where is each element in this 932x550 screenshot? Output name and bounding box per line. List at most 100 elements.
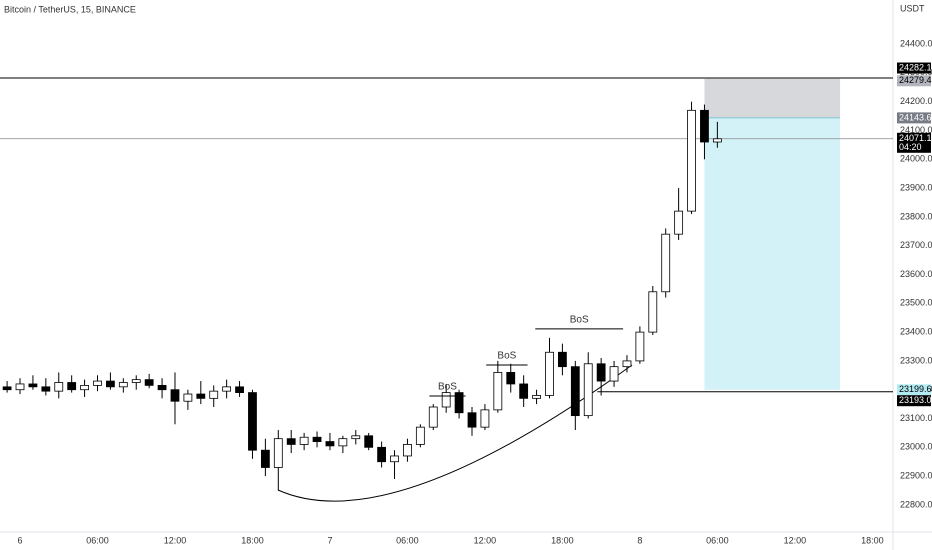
bos-label: BoS xyxy=(438,382,457,393)
candle-body xyxy=(648,291,658,333)
entry-price-label: 24143.69 xyxy=(899,112,932,122)
candle-body xyxy=(93,380,102,386)
stop-price-label: 24279.47 xyxy=(899,75,932,85)
y-tick-label: 23400.00 xyxy=(900,326,932,336)
candle-body xyxy=(41,386,51,392)
candle-body xyxy=(570,366,580,417)
x-tick-label: 12:00 xyxy=(474,535,497,545)
candle-body xyxy=(454,392,464,414)
candle-body xyxy=(364,435,374,448)
candle-body xyxy=(183,393,193,402)
y-tick-label: 23800.00 xyxy=(900,211,932,221)
candle-body xyxy=(15,383,25,391)
candle-body xyxy=(506,372,516,385)
stop-zone xyxy=(704,78,841,118)
candle-body xyxy=(700,109,709,143)
candle-body xyxy=(519,383,529,399)
candle-body xyxy=(248,392,257,451)
rounding-curve xyxy=(277,364,633,502)
currency-label: USDT xyxy=(900,3,925,13)
candle-body xyxy=(712,138,722,143)
bos-label: BoS xyxy=(570,315,589,326)
candle-body xyxy=(415,426,425,445)
candle-body xyxy=(80,384,89,391)
candle-body xyxy=(144,379,154,386)
y-tick-label: 23000.00 xyxy=(900,442,932,452)
x-tick-label: 12:00 xyxy=(164,535,187,545)
y-tick-label: 23700.00 xyxy=(900,240,932,250)
candle-body xyxy=(545,351,554,396)
bos-label: BoS xyxy=(497,351,516,362)
candle-body xyxy=(299,436,309,445)
y-tick-label: 24000.00 xyxy=(900,154,932,164)
candle-body xyxy=(674,210,684,235)
target-price-label-bg xyxy=(897,384,931,396)
y-tick-label: 23500.00 xyxy=(900,298,932,308)
y-tick-label: 22900.00 xyxy=(900,470,932,480)
x-tick-label: 06:00 xyxy=(86,535,109,545)
candle-body xyxy=(170,389,180,402)
countdown-label: 04:20 xyxy=(899,142,922,152)
y-tick-label: 23100.00 xyxy=(900,413,932,423)
stop-price-label-bg xyxy=(897,75,931,87)
x-tick-label: 7 xyxy=(327,535,332,545)
candle-body xyxy=(661,233,671,293)
candle-body xyxy=(131,379,141,383)
candle-body xyxy=(480,409,490,428)
candle-body xyxy=(532,395,541,399)
candle-body xyxy=(467,412,477,428)
candle-body xyxy=(222,386,232,392)
y-tick-label: 23600.00 xyxy=(900,269,932,279)
candle-body xyxy=(583,363,593,417)
candle-body xyxy=(157,384,167,391)
x-tick-label: 06:00 xyxy=(396,535,419,545)
y-tick-label: 24100.00 xyxy=(900,125,932,135)
candle-body xyxy=(28,383,38,388)
line-price-label: 23193.08 xyxy=(899,395,932,405)
candle-body xyxy=(260,449,270,468)
candle-body xyxy=(493,372,503,411)
candle-body xyxy=(351,435,361,440)
candle-body xyxy=(338,438,348,447)
last-price-label: 24071.16 xyxy=(899,133,932,143)
y-tick-label: 22800.00 xyxy=(900,499,932,509)
line-price-label: 24282.14 xyxy=(899,62,932,72)
candle-body xyxy=(441,392,451,408)
x-tick-label: 12:00 xyxy=(784,535,807,545)
x-tick-label: 18:00 xyxy=(551,535,574,545)
last-price-bg xyxy=(897,132,931,153)
y-tick-label: 23300.00 xyxy=(900,355,932,365)
candle-body xyxy=(325,441,335,447)
y-tick-label: 23900.00 xyxy=(900,182,932,192)
candle-body xyxy=(377,446,387,463)
chart-title: Bitcoin / TetherUS, 15, BINANCE xyxy=(4,4,136,14)
target-zone xyxy=(704,117,841,390)
y-tick-label: 24400.00 xyxy=(900,38,932,48)
candle-body xyxy=(609,366,619,382)
candle-body xyxy=(558,351,567,368)
candle-body xyxy=(428,406,438,428)
candle-body xyxy=(390,455,399,463)
candle-body xyxy=(67,382,77,391)
candle-body xyxy=(118,382,128,388)
candle-body xyxy=(54,382,64,392)
target-price-label: 23199.67 xyxy=(899,384,932,394)
candle-body xyxy=(286,438,296,445)
candle-body xyxy=(687,109,696,212)
line-price-label-bg xyxy=(897,62,931,74)
candle-body xyxy=(209,390,219,399)
candle-body xyxy=(596,363,606,382)
x-tick-label: 6 xyxy=(18,535,23,545)
candle-body xyxy=(273,438,283,468)
candle-body xyxy=(106,380,115,388)
x-tick-label: 8 xyxy=(637,535,642,545)
x-tick-label: 18:00 xyxy=(861,535,884,545)
candle-body xyxy=(2,386,12,391)
line-price-label-bg xyxy=(897,395,931,407)
x-tick-label: 06:00 xyxy=(706,535,729,545)
entry-price-label-bg xyxy=(897,112,931,124)
candle-body xyxy=(403,444,412,457)
candle-body xyxy=(635,331,645,362)
candle-body xyxy=(196,393,206,399)
